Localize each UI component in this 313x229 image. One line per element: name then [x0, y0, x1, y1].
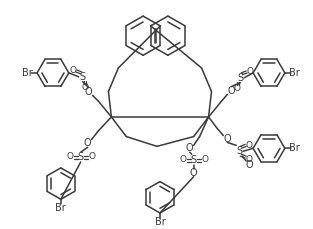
Text: O: O: [234, 84, 241, 93]
Text: O: O: [228, 85, 235, 95]
Text: S: S: [237, 73, 243, 83]
Text: O: O: [186, 143, 193, 153]
Text: O: O: [246, 155, 253, 164]
Text: Br: Br: [55, 203, 66, 213]
Text: S: S: [78, 152, 84, 162]
Text: O: O: [88, 152, 95, 161]
Text: S: S: [236, 146, 242, 156]
Text: O: O: [190, 168, 198, 178]
Text: O: O: [81, 83, 88, 92]
Text: O: O: [201, 155, 208, 164]
Text: O: O: [223, 134, 231, 144]
Text: O: O: [245, 160, 253, 170]
Text: Br: Br: [22, 68, 33, 78]
Text: O: O: [84, 138, 91, 148]
Text: Br: Br: [155, 217, 165, 227]
Text: S: S: [191, 155, 197, 165]
Text: O: O: [247, 67, 254, 76]
Text: Br: Br: [290, 143, 300, 153]
Text: O: O: [69, 66, 76, 75]
Text: O: O: [66, 152, 73, 161]
Text: O: O: [246, 141, 253, 150]
Text: Br: Br: [290, 68, 300, 78]
Text: O: O: [85, 87, 92, 96]
Text: O: O: [179, 155, 186, 164]
Text: S: S: [80, 72, 86, 82]
